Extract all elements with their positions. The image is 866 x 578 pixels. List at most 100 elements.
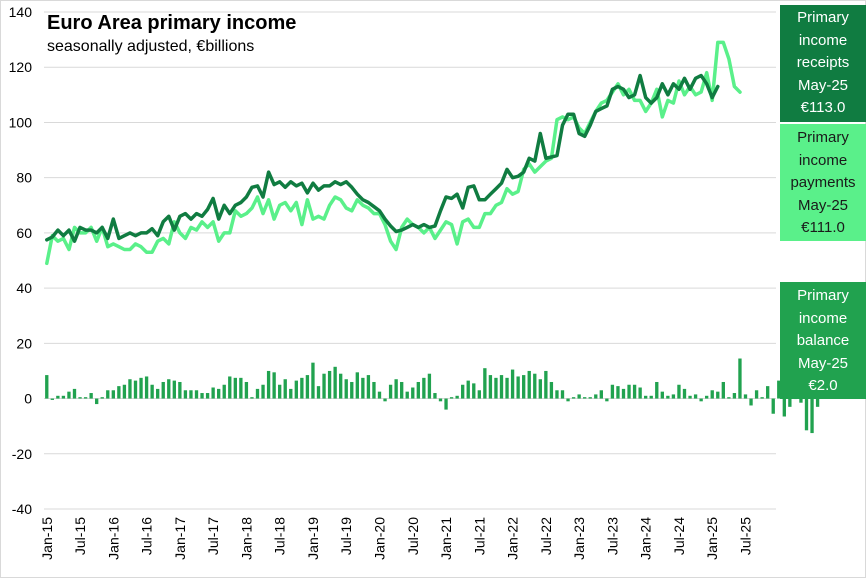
y-tick-label: 0: [24, 391, 32, 407]
balance-bar: [266, 370, 271, 399]
balance-bar: [95, 398, 99, 405]
callout-balance-line-1: Primary: [797, 287, 849, 304]
balance-bar: [815, 398, 820, 407]
balance-bar: [200, 393, 204, 399]
balance-bar: [372, 381, 376, 399]
callout-balance-line-3: balance: [796, 332, 850, 349]
balance-bar: [117, 386, 121, 399]
balance-bar: [788, 398, 792, 407]
balance-bar: [522, 375, 526, 399]
balance-bar: [333, 366, 337, 399]
balance-bar: [350, 381, 354, 399]
y-tick-label: 40: [16, 280, 32, 296]
y-tick-label: 120: [9, 59, 33, 75]
balance-bar: [211, 387, 215, 399]
callout-payments-line-1: Primary: [797, 129, 849, 146]
balance-bar: [627, 384, 631, 399]
chart-subtitle: seasonally adjusted, €billions: [47, 38, 255, 55]
x-tick-label: Jan-20: [372, 517, 388, 560]
balance-bar: [472, 383, 476, 399]
balance-bar: [300, 377, 304, 399]
balance-bar: [100, 397, 104, 399]
balance-bar: [222, 384, 226, 399]
balance-bar: [710, 390, 714, 399]
receipts-line: [45, 73, 720, 243]
balance-bar: [760, 397, 764, 399]
balance-bar: [178, 381, 182, 399]
balance-bar: [488, 375, 493, 399]
y-tick-label: 80: [16, 170, 32, 186]
balance-bar: [649, 395, 653, 399]
balance-bar: [810, 398, 814, 434]
callout-receipts-line-4: May-25: [797, 76, 849, 94]
balance-bar: [250, 397, 254, 399]
callout-payments-line-4: May-25: [797, 196, 849, 214]
balance-bar: [549, 381, 554, 399]
callout-payments-line-3: payments: [790, 174, 856, 191]
callout-receipts-line-3: receipts: [796, 54, 850, 71]
balance-bar: [183, 390, 188, 399]
balance-bar: [505, 377, 509, 399]
balance-bar: [732, 393, 737, 399]
balance-bar: [705, 395, 709, 399]
balance-bar: [61, 395, 66, 399]
balance-bar: [217, 388, 221, 399]
balance-bar: [477, 390, 481, 399]
x-tick-label: Jan-15: [39, 517, 55, 560]
balance-bar: [671, 394, 676, 399]
y-tick-label: -40: [12, 501, 32, 517]
balance-bar: [261, 384, 265, 399]
balance-bar: [771, 398, 775, 414]
balance-bar: [571, 397, 576, 399]
balance-bar: [583, 397, 587, 399]
balance-bar: [289, 388, 293, 399]
balance-bar: [655, 381, 659, 399]
balance-bar: [194, 390, 199, 399]
balance-bar: [566, 398, 570, 402]
balance-bar: [743, 394, 748, 399]
balance-bar: [205, 393, 210, 399]
balance-bar: [510, 369, 515, 399]
x-tick-label: Jan-25: [704, 517, 720, 560]
balance-bar: [599, 390, 603, 399]
balance-bar: [233, 377, 237, 399]
balance-bar: [422, 377, 426, 399]
callout-balance: Primary income balance May-25 €2.0: [780, 282, 866, 399]
balance-bar: [411, 387, 415, 399]
balance-bar: [377, 391, 382, 399]
balance-bar: [388, 384, 393, 399]
balance-bar: [139, 377, 143, 399]
balance-bar: [533, 373, 537, 399]
balance-bar: [128, 379, 132, 399]
x-tick-label: Jul-24: [671, 517, 687, 555]
balance-bar: [444, 398, 448, 410]
callout-payments-line-5: €111.0: [801, 219, 845, 236]
balance-bar: [560, 390, 565, 399]
balance-bar: [161, 381, 165, 399]
x-tick-label: Jul-20: [405, 517, 421, 555]
x-tick-label: Jul-17: [205, 517, 221, 555]
balance-bar: [638, 387, 642, 399]
callout-receipts-line-5: €113.0: [800, 99, 846, 116]
y-tick-label: -20: [12, 446, 32, 462]
balance-bar: [555, 390, 559, 399]
chart-title: Euro Area primary income: [47, 12, 297, 34]
callout-receipts-line-1: Primary: [797, 9, 849, 26]
balance-bar: [494, 377, 498, 399]
x-tick-label: Jan-21: [438, 517, 454, 560]
balance-bar: [172, 380, 176, 399]
balance-bar: [699, 398, 703, 402]
balance-bar: [577, 394, 581, 399]
balance-bar: [50, 398, 54, 400]
balance-bar: [156, 388, 160, 399]
balance-bar: [738, 358, 742, 399]
balance-bar: [327, 370, 332, 399]
balance-bar: [255, 388, 260, 399]
x-tick-label: Jul-16: [139, 517, 155, 555]
balance-bar: [144, 376, 149, 399]
balance-bar: [799, 398, 803, 403]
balance-bar: [804, 398, 809, 431]
x-tick-label: Jul-22: [538, 517, 554, 555]
balance-bar: [405, 391, 409, 399]
